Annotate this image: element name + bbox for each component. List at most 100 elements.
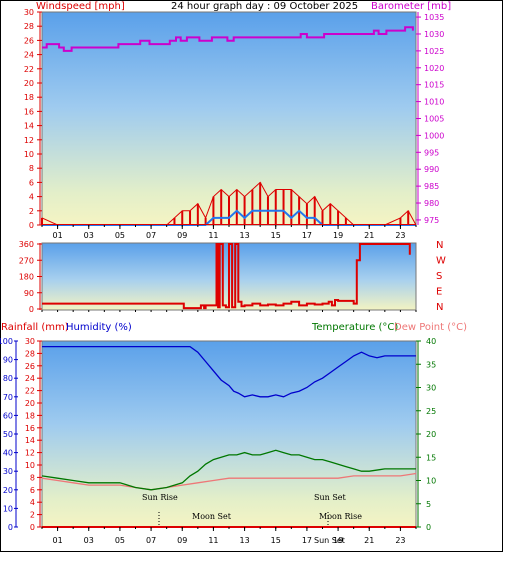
temperature-tick-label: 0 — [426, 523, 431, 532]
graph-title: 24 hour graph day : 09 October 2025 — [171, 1, 358, 12]
direction-tick-label: 360 — [19, 240, 34, 249]
windspeed-tick-label: 20 — [24, 79, 34, 88]
rainfall-tick-label: 30 — [25, 337, 35, 346]
windspeed-tick-label: 10 — [24, 150, 34, 159]
outer-border — [0, 0, 503, 552]
barometer-tick-label: 1015 — [424, 81, 444, 90]
temperature-panel-x-axis: 01 03 05 07 09 11 13 15 17 19 21 23 — [41, 527, 417, 545]
humidity-tick-label: 70 — [3, 393, 13, 402]
temperature-tick-label: 25 — [426, 407, 436, 416]
x-tick-label: 19 — [333, 231, 343, 240]
x-tick-label: 13 — [239, 231, 249, 240]
direction-tick-label: 270 — [19, 256, 34, 265]
x-tick-label: 11 — [208, 536, 218, 545]
compass-label: W — [436, 256, 446, 267]
x-tick-label: 17 — [302, 536, 312, 545]
barometer-tick-label: 1005 — [424, 115, 444, 124]
windspeed-tick-label: 14 — [24, 122, 34, 131]
rainfall-axis-title: Rainfall (mm) — [1, 322, 69, 333]
humidity-tick-label: 10 — [3, 504, 13, 513]
rainfall-tick-label: 6 — [30, 486, 35, 495]
wind-panel-series — [41, 26, 417, 226]
x-tick-label: 17 — [302, 231, 312, 240]
average-windspeed-series-line — [42, 209, 416, 226]
direction-tick-label: 0 — [29, 305, 34, 314]
windspeed-tick-label: 6 — [29, 178, 34, 187]
temperature-tick-label: 20 — [426, 430, 436, 439]
x-tick-label: 09 — [177, 536, 187, 545]
humidity-tick-label: 30 — [3, 467, 13, 476]
rainfall-tick-label: 22 — [25, 387, 35, 396]
humidity-axis-title: Humidity (%) — [66, 322, 132, 333]
humidity-tick-label: 100 — [0, 337, 13, 346]
windspeed-axis-title: Windspeed [mph] — [36, 1, 125, 12]
humidity-series-line — [42, 345, 416, 398]
temperature-tick-label: 35 — [426, 360, 436, 369]
humidity-tick-label: 90 — [3, 356, 13, 365]
temperature-tick-label: 40 — [426, 337, 436, 346]
barometer-axis: 975 980 985 990 995 1000 1005 1010 1015 1020 1025 1… — [416, 12, 444, 225]
x-tick-label: 23 — [395, 231, 405, 240]
windspeed-tick-label: 0 — [29, 221, 34, 230]
windspeed-tick-label: 8 — [29, 164, 34, 173]
compass-label: N — [436, 302, 443, 313]
windspeed-tick-label: 22 — [24, 65, 34, 74]
rainfall-tick-label: 2 — [30, 511, 35, 520]
rainfall-tick-label: 8 — [30, 473, 35, 482]
barometer-tick-label: 1030 — [424, 30, 444, 39]
humidity-tick-label: 40 — [3, 449, 13, 458]
barometer-tick-label: 1020 — [424, 64, 444, 73]
temperature-panel-background — [41, 340, 417, 528]
x-tick-label: 05 — [115, 536, 125, 545]
x-tick-label: 21 — [364, 536, 374, 545]
windspeed-tick-label: 30 — [24, 8, 34, 17]
dew-point-axis-title: Dew Point (°C) — [394, 322, 467, 333]
x-tick-label: 23 — [395, 536, 405, 545]
x-tick-label: 15 — [271, 231, 281, 240]
direction-tick-label: 180 — [19, 273, 34, 282]
x-tick-label: 05 — [115, 231, 125, 240]
barometer-tick-label: 985 — [424, 182, 439, 191]
dew-point-series-line — [41, 472, 417, 491]
humidity-tick-label: 60 — [3, 411, 13, 420]
rainfall-tick-label: 28 — [25, 349, 35, 358]
temperature-tick-label: 10 — [426, 477, 436, 486]
humidity-tick-label: 0 — [8, 523, 13, 532]
rainfall-tick-label: 12 — [25, 449, 35, 458]
temperature-tick-label: 5 — [426, 500, 431, 509]
barometer-tick-label: 995 — [424, 148, 439, 157]
x-tick-label: 15 — [271, 536, 281, 545]
rainfall-tick-label: 20 — [25, 399, 35, 408]
temperature-series-line — [41, 449, 416, 491]
x-tick-label: 21 — [364, 231, 374, 240]
barometer-tick-label: 980 — [424, 199, 439, 208]
x-tick-label: 03 — [84, 536, 94, 545]
rainfall-tick-label: 16 — [25, 424, 35, 433]
windspeed-tick-label: 28 — [24, 22, 34, 31]
compass-label: E — [436, 287, 442, 298]
humidity-tick-label: 80 — [3, 374, 13, 383]
rainfall-tick-label: 18 — [25, 411, 35, 420]
x-tick-label: 01 — [52, 231, 62, 240]
barometer-tick-label: 1010 — [424, 98, 444, 107]
temperature-tick-label: 30 — [426, 384, 436, 393]
temperature-tick-label: 15 — [426, 453, 436, 462]
x-tick-label: 09 — [177, 231, 187, 240]
temperature-axis-title: Temperature (°C) — [311, 322, 398, 333]
barometer-tick-label: 975 — [424, 216, 439, 225]
windspeed-tick-label: 16 — [24, 107, 34, 116]
windspeed-tick-label: 18 — [24, 93, 34, 102]
barometer-tick-label: 990 — [424, 165, 439, 174]
x-tick-label: 01 — [52, 536, 62, 545]
windspeed-tick-label: 4 — [29, 193, 34, 202]
wind-panel-x-axis: 01 03 05 07 09 11 13 15 17 19 21 23 — [41, 225, 417, 240]
wind-direction-series-line — [42, 243, 411, 310]
windspeed-tick-label: 24 — [24, 51, 34, 60]
rainfall-tick-label: 4 — [30, 498, 35, 507]
x-tick-label: 13 — [239, 536, 249, 545]
